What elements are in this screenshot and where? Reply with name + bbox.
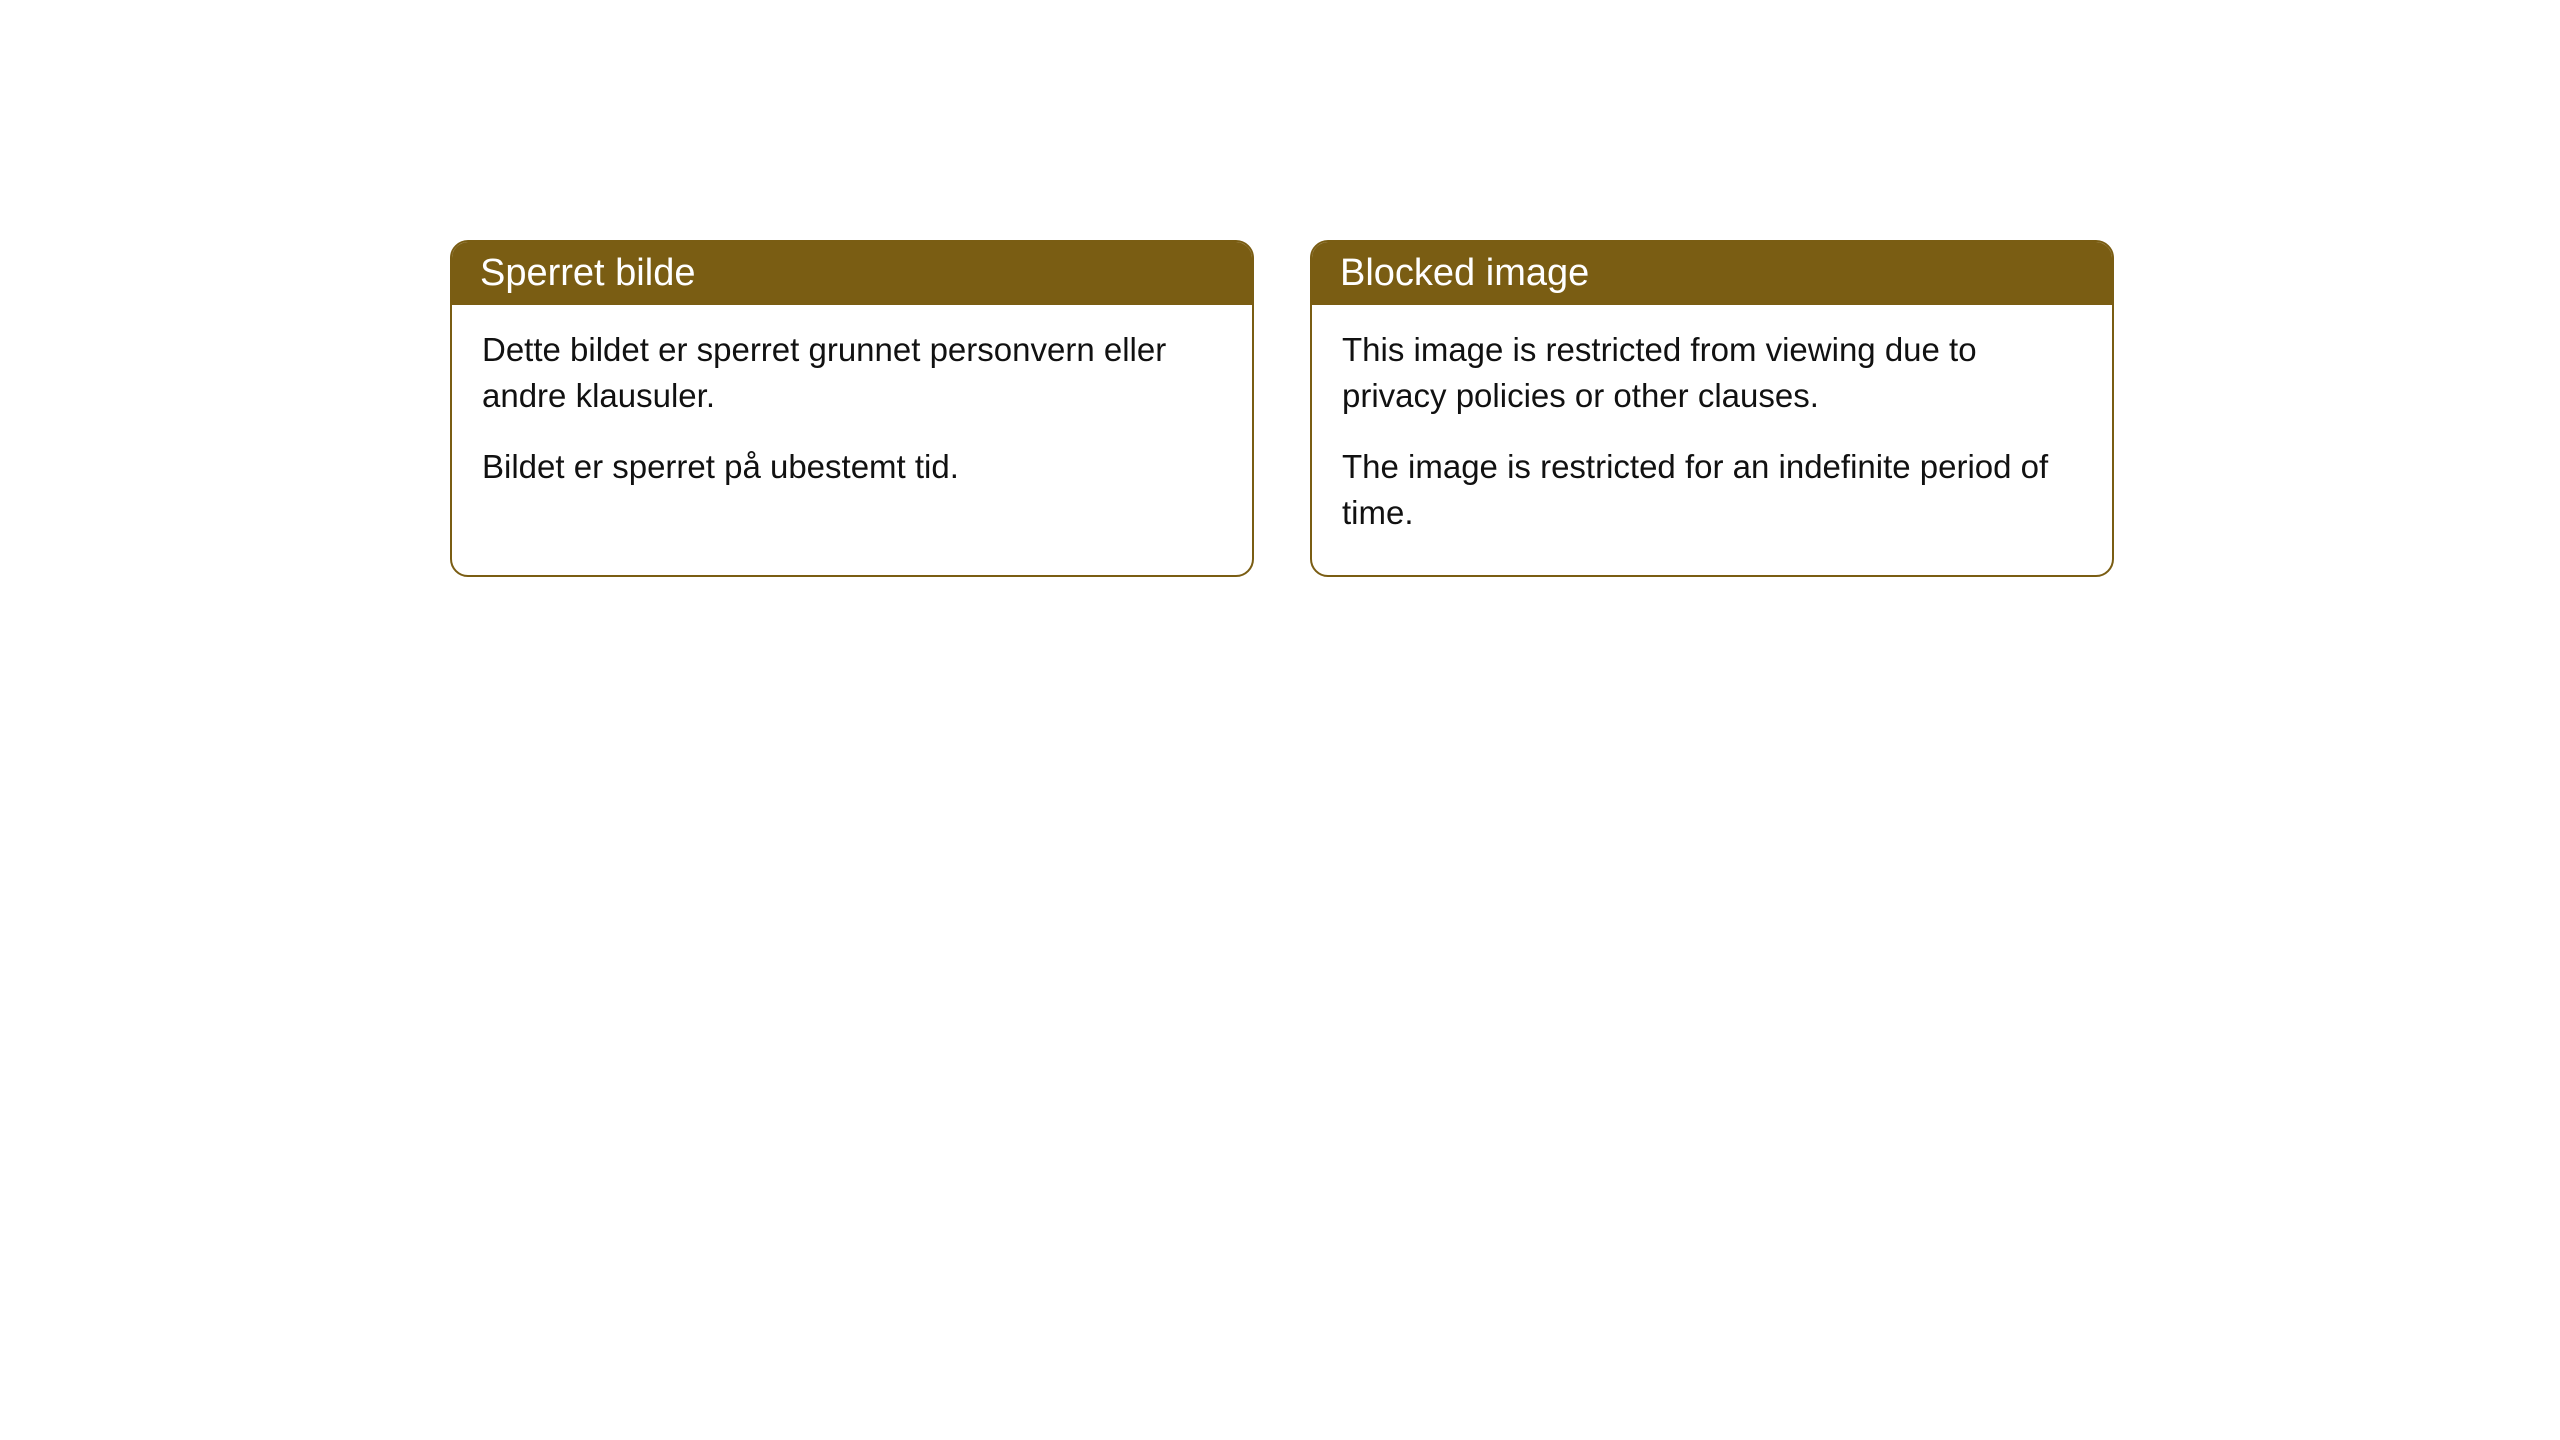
card-body-english: This image is restricted from viewing du…	[1312, 305, 2112, 575]
card-text-line2: Bildet er sperret på ubestemt tid.	[482, 444, 1222, 490]
card-header-norwegian: Sperret bilde	[452, 242, 1252, 305]
card-text-line2: The image is restricted for an indefinit…	[1342, 444, 2082, 535]
card-body-norwegian: Dette bildet er sperret grunnet personve…	[452, 305, 1252, 530]
card-text-line1: Dette bildet er sperret grunnet personve…	[482, 327, 1222, 418]
card-norwegian: Sperret bilde Dette bildet er sperret gr…	[450, 240, 1254, 577]
cards-container: Sperret bilde Dette bildet er sperret gr…	[0, 0, 2560, 577]
card-english: Blocked image This image is restricted f…	[1310, 240, 2114, 577]
card-text-line1: This image is restricted from viewing du…	[1342, 327, 2082, 418]
card-header-english: Blocked image	[1312, 242, 2112, 305]
